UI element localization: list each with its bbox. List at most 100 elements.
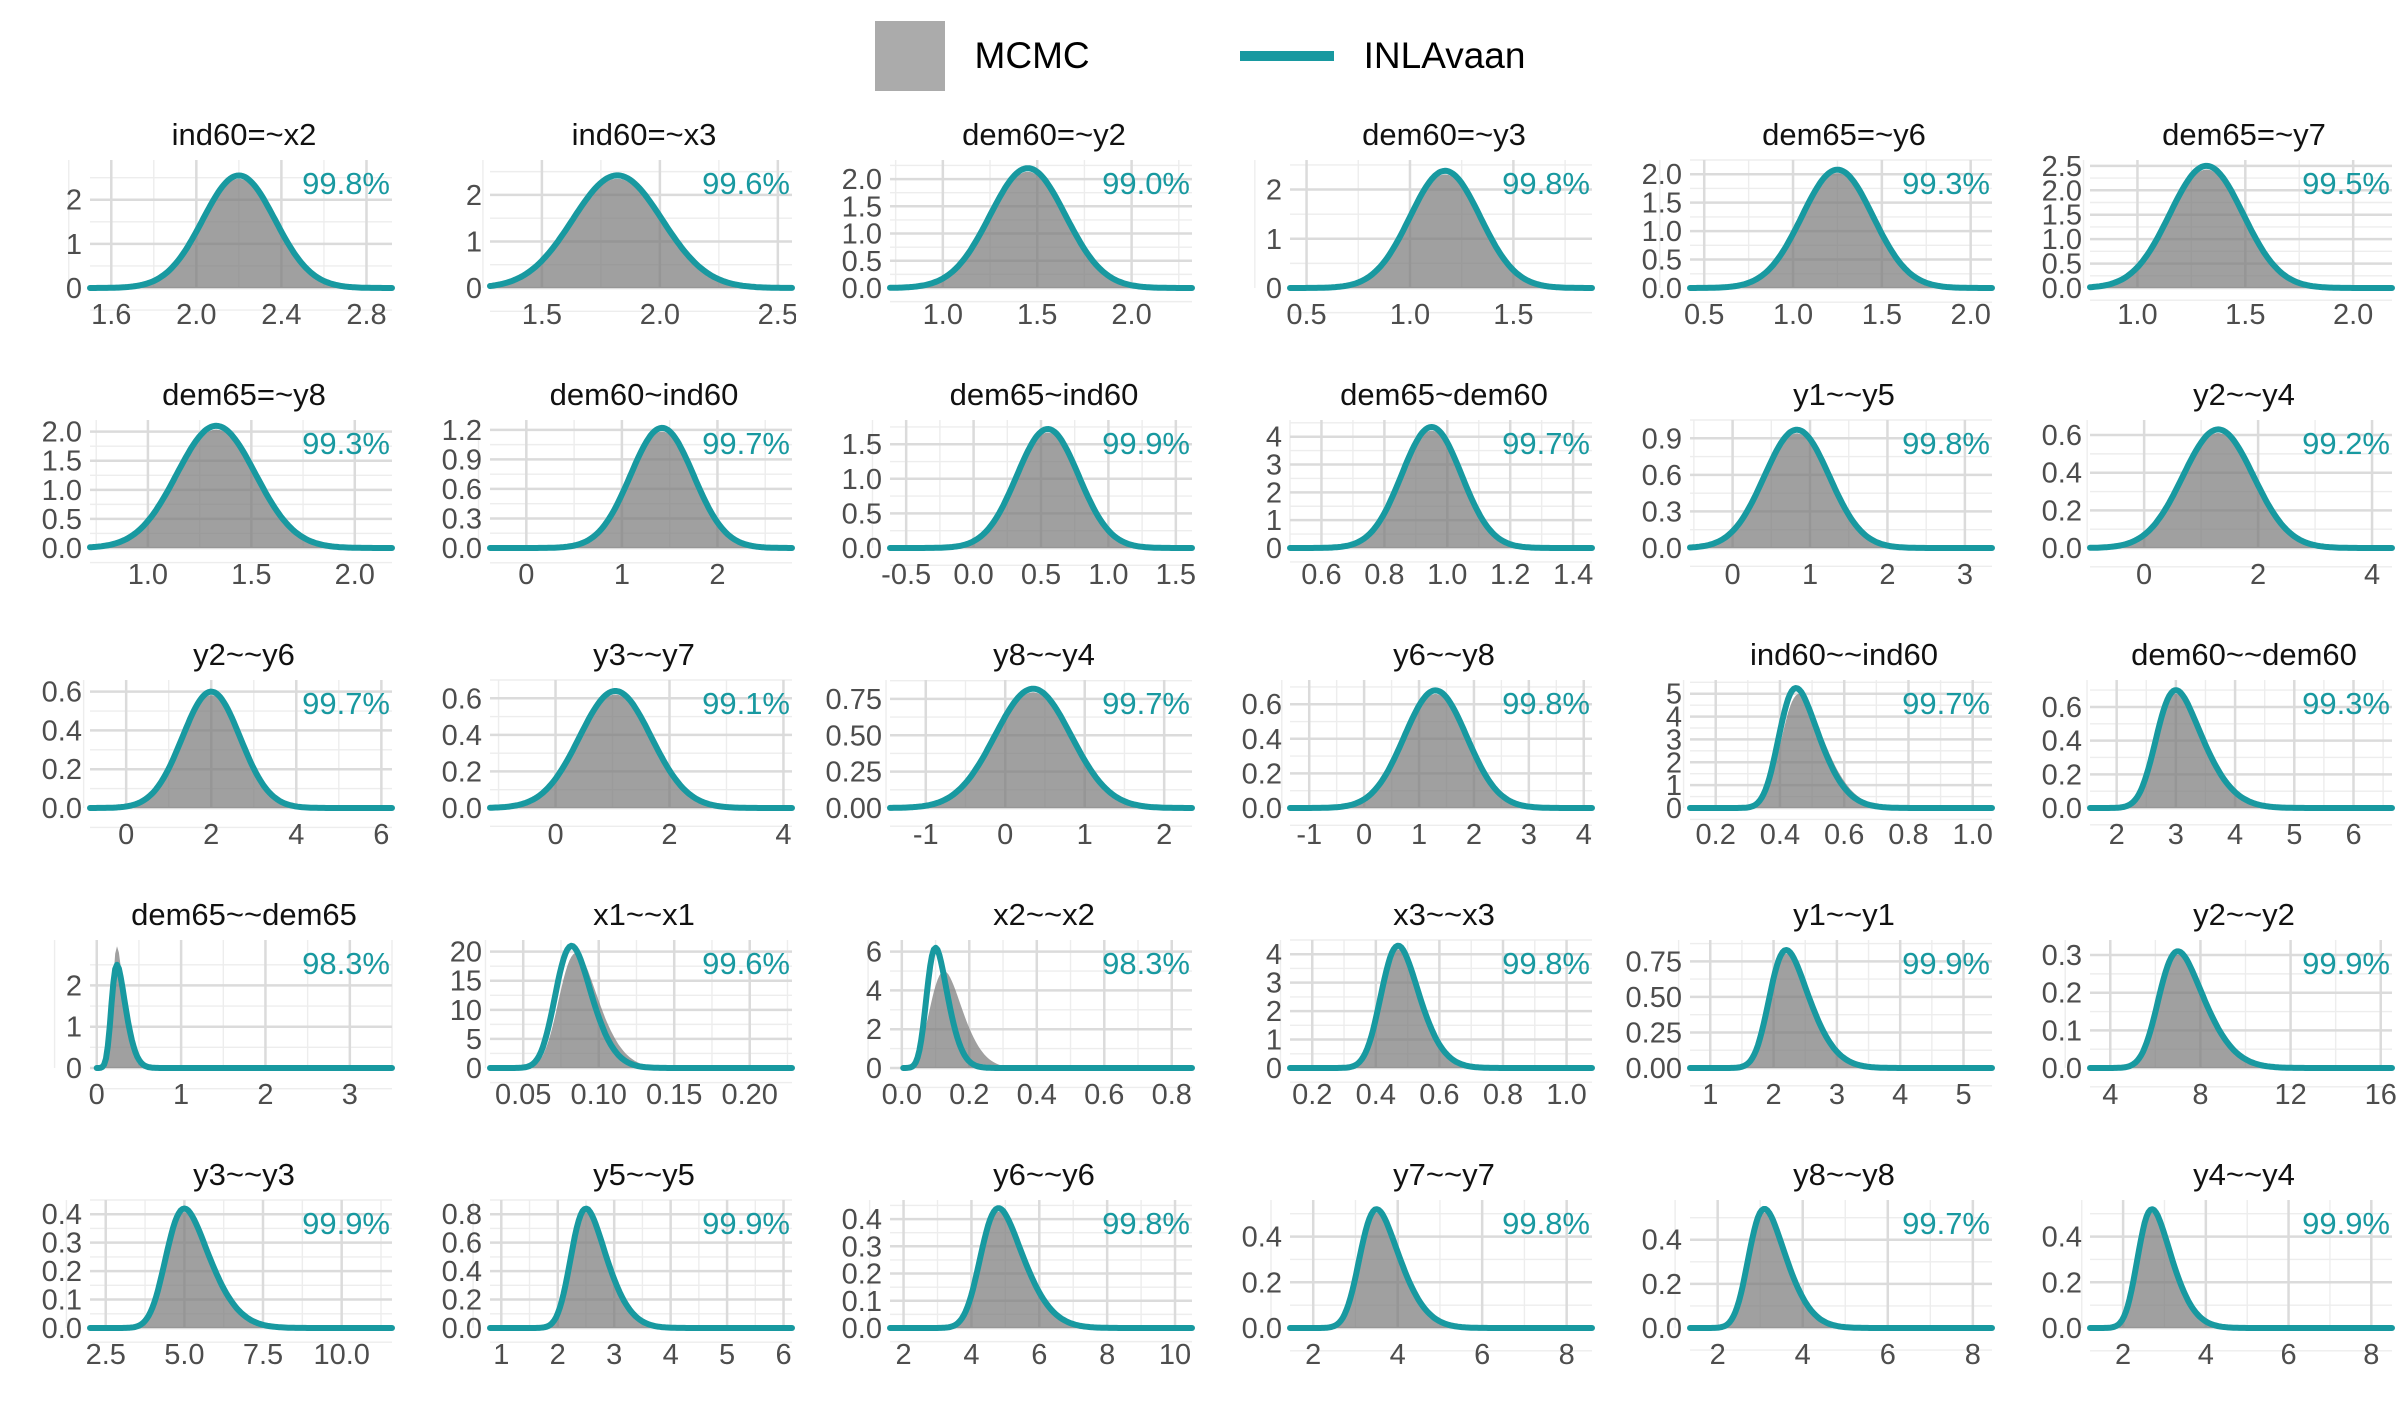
mcmc-density-area bbox=[490, 431, 792, 548]
svg-text:1.5: 1.5 bbox=[2042, 200, 2082, 232]
svg-text:10: 10 bbox=[450, 995, 482, 1027]
svg-text:3: 3 bbox=[1521, 819, 1537, 850]
panel-title: ind60=~x2 bbox=[171, 117, 317, 152]
svg-text:0: 0 bbox=[1666, 793, 1682, 825]
overlap-percentage: 99.6% bbox=[702, 946, 790, 981]
y-axis-tick-labels: 0.0 0.1 0.2 0.3 bbox=[2042, 940, 2082, 1085]
inlavaan-density-line bbox=[1287, 687, 1595, 811]
svg-text:1.0: 1.0 bbox=[1390, 299, 1430, 330]
density-panel: y5~~y5 99.9% 0.0 0.2 0.4 0.6 0.8 1 2 3 4 5 6 bbox=[400, 1152, 800, 1412]
svg-text:3: 3 bbox=[2168, 819, 2184, 850]
svg-text:0.3: 0.3 bbox=[42, 1228, 82, 1260]
svg-text:4: 4 bbox=[1266, 422, 1282, 454]
svg-text:0.4: 0.4 bbox=[42, 715, 82, 747]
svg-text:0.9: 0.9 bbox=[1642, 423, 1682, 455]
svg-text:7.5: 7.5 bbox=[243, 1339, 283, 1370]
svg-text:0.8: 0.8 bbox=[442, 1199, 482, 1231]
mcmc-density-area bbox=[1290, 430, 1592, 548]
mcmc-density-area bbox=[1290, 693, 1592, 808]
mcmc-density-area bbox=[890, 432, 1192, 548]
inlavaan-density-line bbox=[1687, 685, 1995, 811]
svg-text:8: 8 bbox=[2363, 1339, 2379, 1370]
svg-text:0.0: 0.0 bbox=[2042, 793, 2082, 825]
panel-title: y1~~y1 bbox=[1793, 897, 1895, 932]
svg-text:2: 2 bbox=[1710, 1339, 1726, 1370]
mcmc-density-area bbox=[890, 1211, 1192, 1328]
svg-text:2: 2 bbox=[2109, 819, 2125, 850]
svg-text:0.6: 0.6 bbox=[42, 677, 82, 709]
svg-text:0.2: 0.2 bbox=[2042, 759, 2082, 791]
svg-text:0.0: 0.0 bbox=[42, 793, 82, 825]
svg-text:2.0: 2.0 bbox=[842, 164, 882, 196]
overlap-percentage: 99.8% bbox=[1502, 946, 1590, 981]
overlap-percentage: 99.8% bbox=[1502, 686, 1590, 721]
panel-title: x3~~x3 bbox=[1393, 897, 1495, 932]
panel-title: y2~~y2 bbox=[2193, 897, 2295, 932]
y-axis-tick-labels: 0.00 0.25 0.50 0.75 bbox=[826, 684, 882, 825]
svg-text:1.2: 1.2 bbox=[442, 415, 482, 447]
svg-text:1: 1 bbox=[1666, 770, 1682, 802]
svg-text:2: 2 bbox=[896, 1339, 912, 1370]
svg-text:4: 4 bbox=[1666, 702, 1682, 734]
svg-text:0.2: 0.2 bbox=[442, 1285, 482, 1317]
svg-text:1.5: 1.5 bbox=[1642, 188, 1682, 220]
panel-title: y1~~y5 bbox=[1793, 377, 1895, 412]
inlavaan-density-line bbox=[93, 961, 395, 1071]
svg-text:5.0: 5.0 bbox=[164, 1339, 204, 1370]
svg-text:0.4: 0.4 bbox=[1642, 1225, 1682, 1257]
svg-text:0.0: 0.0 bbox=[442, 793, 482, 825]
density-panel: dem65=~y6 99.3% 0.0 0.5 1.0 1.5 2.0 0.5 1.0 1.5 2… bbox=[1600, 112, 2000, 372]
inlavaan-density-line bbox=[1287, 1206, 1595, 1331]
svg-text:1.5: 1.5 bbox=[842, 429, 882, 461]
x-axis-tick-labels: 0.5 1.0 1.5 bbox=[1286, 299, 1533, 331]
svg-text:1.0: 1.0 bbox=[923, 299, 963, 330]
x-axis-tick-labels: 0.0 0.2 0.4 0.6 0.8 bbox=[882, 1079, 1192, 1111]
y-axis-tick-labels: 0 1 2 bbox=[466, 180, 482, 305]
svg-text:16: 16 bbox=[2365, 1079, 2396, 1110]
overlap-percentage: 99.6% bbox=[702, 166, 790, 201]
svg-text:0: 0 bbox=[118, 819, 134, 850]
density-plot: 99.8% 0.00.10.20.30.4 2 4 6 8 10 bbox=[842, 1200, 1195, 1371]
svg-text:3: 3 bbox=[1266, 968, 1282, 1000]
overlap-percentage: 99.9% bbox=[702, 1206, 790, 1241]
overlap-percentage: 99.8% bbox=[1502, 166, 1590, 201]
svg-text:1.0: 1.0 bbox=[1088, 559, 1128, 590]
x-axis-tick-labels: 0.2 0.4 0.6 0.8 1.0 bbox=[1696, 819, 1993, 851]
overlap-percentage: 99.9% bbox=[302, 1206, 390, 1241]
svg-text:1.5: 1.5 bbox=[522, 299, 562, 330]
svg-text:0.0: 0.0 bbox=[42, 533, 82, 565]
legend-mcmc-label: MCMC bbox=[974, 35, 1090, 76]
svg-text:2: 2 bbox=[203, 819, 219, 850]
density-panel: x1~~x1 99.6% 0 5 10 15 20 0.05 0.10 0.15 0.20 bbox=[400, 892, 800, 1152]
svg-text:0.1: 0.1 bbox=[42, 1285, 82, 1317]
svg-text:0: 0 bbox=[66, 273, 82, 305]
svg-text:20: 20 bbox=[450, 937, 482, 969]
svg-text:3: 3 bbox=[606, 1339, 622, 1370]
svg-text:0.15: 0.15 bbox=[646, 1079, 702, 1110]
x-axis-tick-labels: 0.05 0.10 0.15 0.20 bbox=[495, 1079, 778, 1111]
overlap-percentage: 99.7% bbox=[302, 686, 390, 721]
svg-text:0.10: 0.10 bbox=[570, 1079, 626, 1110]
inlavaan-density-line bbox=[87, 1205, 395, 1331]
svg-text:0.75: 0.75 bbox=[826, 684, 882, 716]
svg-text:4: 4 bbox=[288, 819, 304, 850]
panel-title: dem65=~y8 bbox=[162, 377, 326, 412]
svg-text:10.0: 10.0 bbox=[313, 1339, 369, 1370]
svg-text:0.0: 0.0 bbox=[842, 273, 882, 305]
density-panel: y3~~y3 99.9% 0.0 0.1 0.2 0.3 0.4 2.5 5.0 7.5 10.0 bbox=[0, 1152, 400, 1412]
density-plot: 99.9%0.00.51.01.5-0.5 0.0 0.5 1.0 1.5 bbox=[842, 420, 1196, 591]
svg-text:0: 0 bbox=[997, 819, 1013, 850]
svg-text:0: 0 bbox=[1266, 273, 1282, 305]
density-panel: y1~~y5 99.8% 0.0 0.3 0.6 0.9 0 1 2 3 bbox=[1600, 372, 2000, 632]
svg-text:2.8: 2.8 bbox=[346, 299, 386, 330]
svg-text:2.0: 2.0 bbox=[1642, 159, 1682, 191]
gridlines bbox=[472, 1199, 792, 1343]
svg-text:0.4: 0.4 bbox=[442, 720, 482, 752]
overlap-percentage: 99.8% bbox=[1902, 426, 1990, 461]
density-plot: 99.0%0.00.51.01.52.01.0 1.5 2.0 bbox=[842, 160, 1195, 331]
svg-text:0.6: 0.6 bbox=[1824, 819, 1864, 850]
density-plot: 99.2% 0.0 0.2 0.4 0.6 0 2 4 bbox=[2042, 420, 2395, 591]
